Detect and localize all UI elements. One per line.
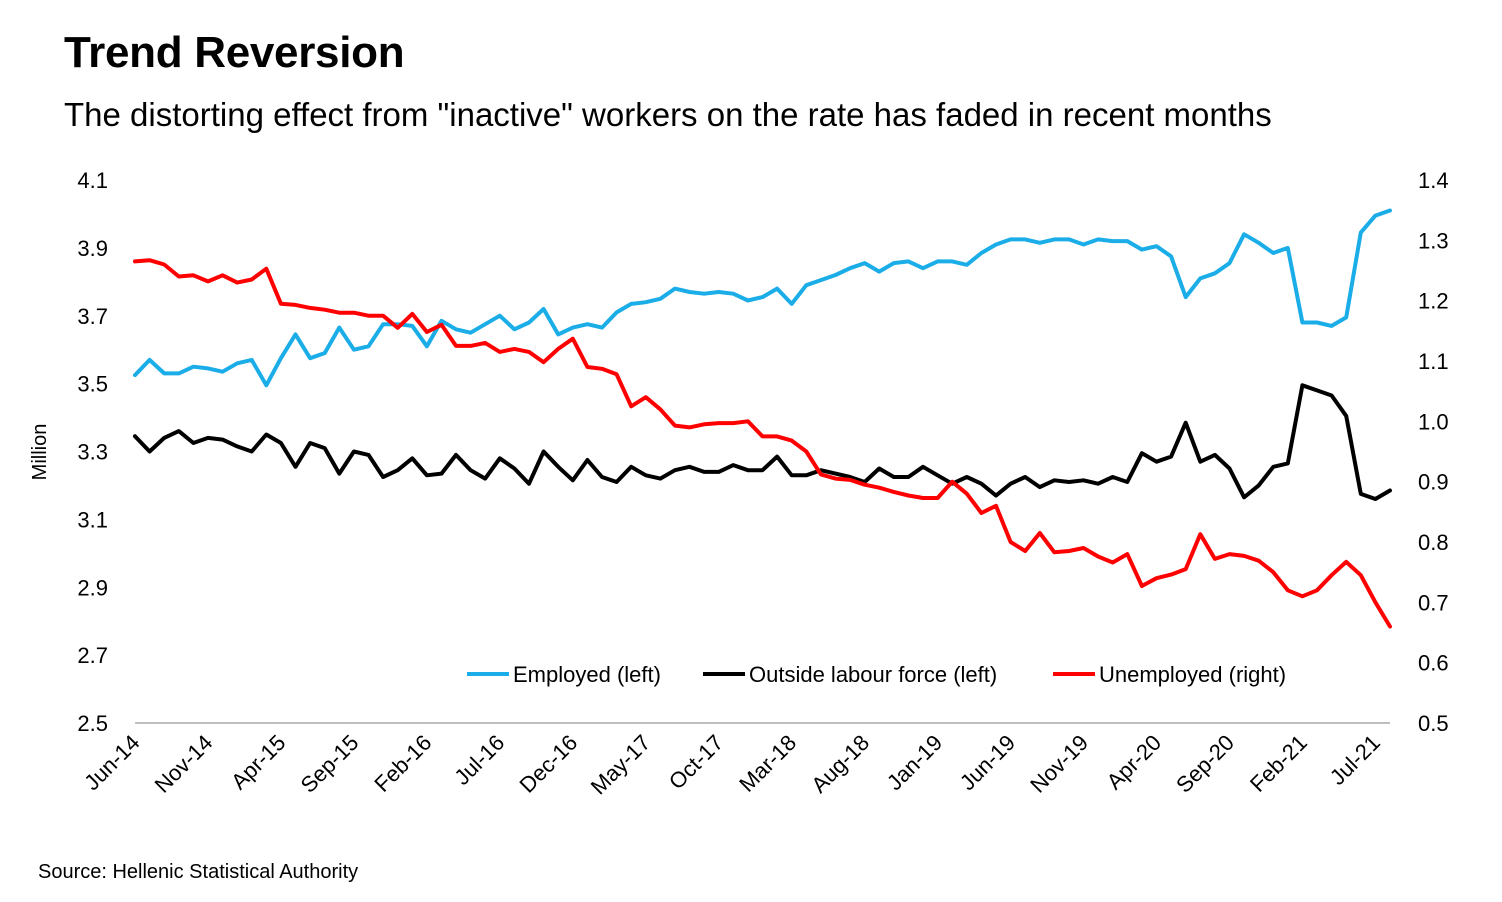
right-tick-label: 0.5 xyxy=(1418,711,1449,736)
x-tick-label: Sep-15 xyxy=(296,730,364,798)
right-tick-label: 1.4 xyxy=(1418,168,1449,193)
right-tick-label: 1.3 xyxy=(1418,228,1449,253)
left-tick-label: 3.3 xyxy=(77,440,108,465)
left-axis-ticks: 4.1 3.9 3.7 3.5 3.3 3.1 2.9 2.7 2.5 xyxy=(77,168,108,736)
right-tick-label: 0.9 xyxy=(1418,470,1449,495)
right-tick-label: 0.7 xyxy=(1418,590,1449,615)
y-axis-label: Million xyxy=(29,424,51,481)
left-tick-label: 4.1 xyxy=(77,168,108,193)
x-tick-label: Jan-19 xyxy=(882,730,947,795)
left-tick-label: 2.7 xyxy=(77,643,108,668)
x-tick-label: Feb-16 xyxy=(369,730,436,797)
right-tick-label: 1.0 xyxy=(1418,409,1449,434)
series-lines xyxy=(133,208,1392,629)
x-tick-label: Mar-18 xyxy=(734,730,801,797)
right-tick-label: 0.8 xyxy=(1418,530,1449,555)
x-tick-label: Apr-20 xyxy=(1102,730,1166,794)
x-axis-ticks: Jun-14 Nov-14 Apr-15 Sep-15 Feb-16 Jul-16 Dec-… xyxy=(79,730,1385,800)
x-tick-label: Dec-16 xyxy=(514,730,582,798)
x-tick-label: Oct-17 xyxy=(664,730,728,794)
x-tick-label: Sep-20 xyxy=(1171,730,1239,798)
x-tick-label: Nov-19 xyxy=(1025,730,1093,798)
legend: Employed (left) Outside labour force (lef… xyxy=(467,662,1286,687)
x-tick-label: Jun-14 xyxy=(79,730,144,795)
legend-label: Employed (left) xyxy=(513,662,661,687)
left-tick-label: 3.1 xyxy=(77,507,108,532)
right-tick-label: 1.2 xyxy=(1418,289,1449,314)
left-tick-label: 3.9 xyxy=(77,236,108,261)
x-tick-label: Jul-16 xyxy=(449,730,509,790)
chart-title: Trend Reversion xyxy=(64,28,405,77)
left-tick-label: 2.5 xyxy=(77,711,108,736)
left-tick-label: 3.7 xyxy=(77,304,108,329)
x-tick-label: Nov-14 xyxy=(150,730,218,798)
x-tick-label: Aug-18 xyxy=(806,730,874,798)
left-tick-label: 3.5 xyxy=(77,372,108,397)
x-tick-label: Feb-21 xyxy=(1245,730,1312,797)
source-note: Source: Hellenic Statistical Authority xyxy=(38,861,359,883)
outside-labour-force-line xyxy=(133,383,1392,501)
x-tick-label: Jul-21 xyxy=(1325,730,1385,790)
right-axis-ticks: 1.4 1.3 1.2 1.1 1.0 0.9 0.8 0.7 0.6 0.5 xyxy=(1418,168,1449,736)
right-tick-label: 1.1 xyxy=(1418,349,1449,374)
left-tick-label: 2.9 xyxy=(77,575,108,600)
unemployed-line xyxy=(133,258,1392,629)
legend-label: Outside labour force (left) xyxy=(749,662,997,687)
x-tick-label: Jun-19 xyxy=(955,730,1020,795)
x-tick-label: Apr-15 xyxy=(226,730,290,794)
chart-subtitle: The distorting effect from "inactive" wo… xyxy=(64,96,1272,133)
right-tick-label: 0.6 xyxy=(1418,651,1449,676)
employed-line xyxy=(133,208,1392,388)
x-tick-label: May-17 xyxy=(586,730,656,800)
legend-label: Unemployed (right) xyxy=(1099,662,1286,687)
